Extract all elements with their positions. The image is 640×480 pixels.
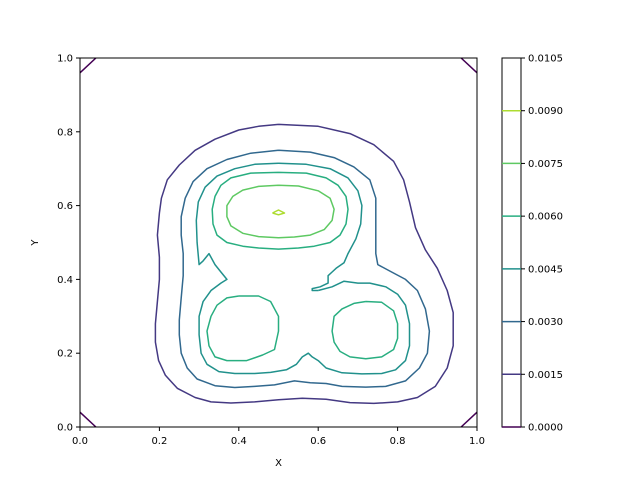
x-tick-label: 0.4	[231, 436, 247, 447]
contour-level-5-path-0	[226, 184, 335, 239]
contour-level-0-path-3	[460, 411, 477, 427]
x-tick-label: 0.2	[151, 436, 167, 447]
colorbar: 0.0000 0.0015 0.0030 0.0045 0.0060 0.0075 0.00…	[501, 54, 563, 434]
contour-level-4-path-0	[211, 171, 349, 250]
contour-level-0-path-2	[80, 411, 97, 427]
colorbar-level-lines	[502, 109, 521, 428]
contour-level-4-path-2	[331, 300, 399, 360]
y-tick-label: 0.4	[57, 275, 73, 286]
contour-level-1-path-0	[154, 123, 454, 405]
contour-level-0-path-0	[80, 58, 97, 74]
contour-level-2-path-0	[178, 149, 431, 389]
colorbar-tick-label: 0.0075	[528, 159, 563, 170]
plot-area-frame	[79, 57, 478, 428]
y-tick-label: 0.6	[57, 201, 73, 212]
y-axis: 0.0 0.2 0.4 0.6 0.8 1.0	[57, 54, 80, 434]
x-tick-label: 0.6	[310, 436, 326, 447]
contour-level-3-path-1	[195, 162, 411, 375]
colorbar-tick-label: 0.0015	[528, 370, 563, 381]
colorbar-tick-label: 0.0105	[528, 54, 563, 65]
x-axis: 0.0 0.2 0.4 0.6 0.8 1.0	[72, 427, 485, 447]
colorbar-frame	[501, 57, 522, 428]
y-axis-label: Y	[30, 239, 41, 247]
contour-level-3-path-0	[278, 162, 363, 292]
contour-level-0-path-1	[460, 58, 477, 74]
colorbar-tick-label: 0.0060	[528, 212, 563, 223]
y-tick-label: 1.0	[57, 54, 73, 65]
contour-level-4-path-1	[206, 295, 280, 362]
x-axis-label: X	[275, 458, 282, 469]
colorbar-tick-label: 0.0090	[528, 106, 563, 117]
colorbar-tick-label: 0.0045	[528, 264, 563, 275]
x-tick-label: 0.8	[390, 436, 406, 447]
y-tick-label: 0.0	[57, 423, 73, 434]
contour-level-6-path-0	[272, 209, 286, 216]
x-tick-label: 0.0	[72, 436, 88, 447]
colorbar-ticks: 0.0000 0.0015 0.0030 0.0045 0.0060 0.0075 0.00…	[521, 54, 563, 434]
x-tick-label: 1.0	[469, 436, 485, 447]
colorbar-tick-label: 0.0000	[528, 423, 563, 434]
y-tick-label: 0.2	[57, 349, 73, 360]
y-tick-label: 0.8	[57, 127, 73, 138]
contour-lines	[80, 58, 477, 427]
colorbar-tick-label: 0.0030	[528, 317, 563, 328]
